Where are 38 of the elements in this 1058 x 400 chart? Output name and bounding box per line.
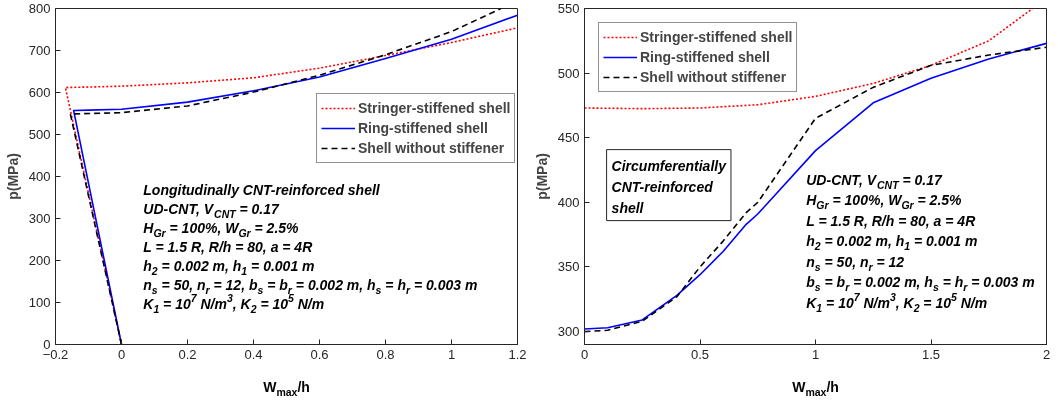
legend-label: Shell without stiffener (640, 69, 787, 85)
y-tick-label: 400 (28, 169, 51, 184)
legend-label: Stringer-stiffened shell (640, 29, 793, 45)
x-tick-label: 0.6 (310, 346, 329, 362)
legend-label: Ring-stiffened shell (640, 49, 770, 65)
x-tick-label: 1.5 (921, 346, 941, 362)
legend-label: Ring-stiffened shell (358, 120, 488, 136)
annotation: Circumferentially CNT-reinforced shell (611, 157, 728, 216)
y-tick-label: 600 (28, 85, 51, 100)
y-tick-label: 450 (557, 130, 580, 146)
y-tick-label: 350 (557, 259, 580, 275)
x-tick-label: 1 (811, 346, 820, 362)
x-tick-label: 0.2 (178, 346, 197, 362)
y-tick-label: 100 (28, 295, 51, 310)
y-axis-title: p(MPa) (4, 153, 21, 200)
annotation: L = 1.5 R, R/h = 80, a = 4R (806, 212, 977, 229)
x-tick-label: 0 (117, 346, 126, 362)
y-tick-label: 500 (557, 65, 580, 81)
legend-label: Stringer-stiffened shell (358, 100, 511, 116)
x-tick-label: 0.4 (244, 346, 263, 362)
x-tick-label: 1 (447, 346, 456, 362)
y-tick-label: 300 (557, 324, 580, 340)
y-tick-label: 200 (28, 253, 51, 268)
x-tick-label: 1.2 (508, 346, 527, 362)
x-tick-label: 0.5 (690, 346, 710, 362)
x-tick-label: 0.8 (376, 346, 395, 362)
annotation: Longitudinally CNT-reinforced shell (143, 181, 381, 198)
y-tick-label: 700 (28, 43, 51, 58)
y-tick-label: 800 (28, 1, 51, 16)
legend-label: Shell without stiffener (358, 140, 505, 156)
annotation: L = 1.5 R, R/h = 80, a = 4R (143, 238, 314, 255)
y-axis-title: p(MPa) (533, 153, 550, 200)
y-tick-label: 500 (28, 127, 51, 142)
y-tick-label: 300 (28, 211, 51, 226)
x-tick-label: 2 (1042, 346, 1051, 362)
y-tick-label: 400 (557, 194, 580, 210)
y-tick-label: 550 (557, 1, 580, 16)
line-series (584, 8, 1034, 110)
